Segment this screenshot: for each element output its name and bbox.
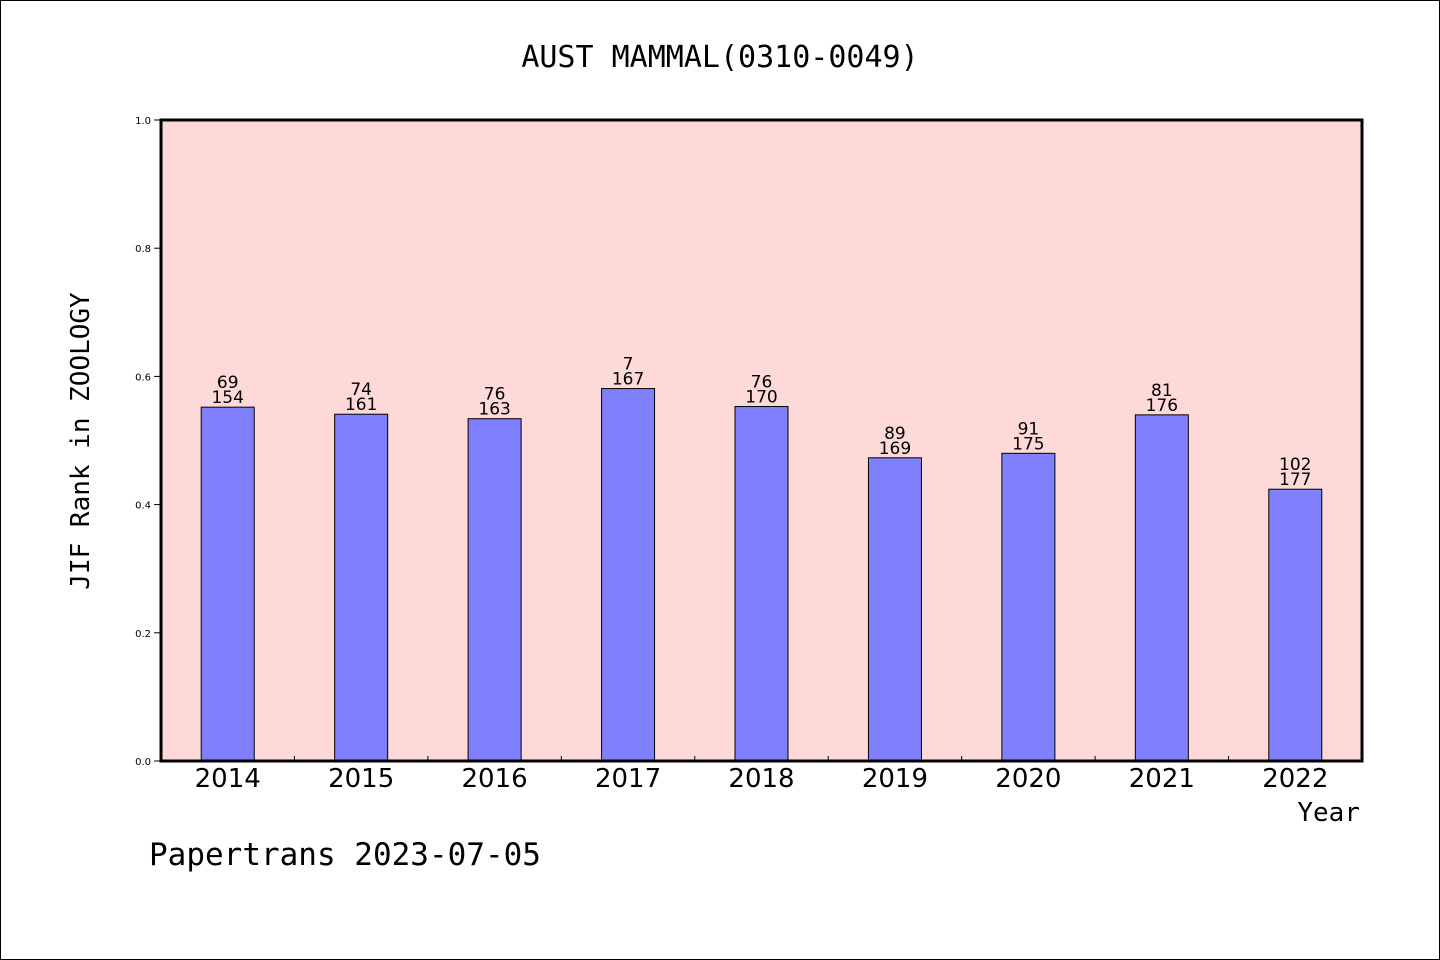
x-tick-label: 2016 bbox=[462, 764, 528, 794]
bar-2019 bbox=[867, 457, 922, 762]
total-label: 154 bbox=[211, 388, 243, 408]
rank-label: 81 bbox=[1151, 381, 1173, 401]
y-axis: 0.0 0.2 0.4 0.6 0.8 1.0 bbox=[135, 116, 161, 768]
rank-label: 74 bbox=[350, 380, 372, 400]
bar-2015 bbox=[334, 413, 389, 762]
total-label: 169 bbox=[879, 439, 911, 459]
x-tick-label: 2014 bbox=[195, 764, 261, 794]
rank-label: 7 bbox=[623, 355, 634, 375]
bar-2014 bbox=[200, 406, 255, 762]
x-tick-label: 2019 bbox=[862, 764, 928, 794]
bar-2016 bbox=[467, 418, 522, 762]
rank-label: 69 bbox=[217, 373, 239, 393]
rank-label: 76 bbox=[751, 373, 773, 393]
y-tick-label: 0.2 bbox=[135, 629, 151, 640]
bar-2020 bbox=[1001, 452, 1056, 762]
bar-2017 bbox=[601, 388, 656, 762]
x-tick-label: 2022 bbox=[1262, 764, 1328, 794]
y-tick-label: 1.0 bbox=[135, 116, 151, 127]
x-axis: 2014 2015 2016 2017 2018 2019 2020 2021 2022 bbox=[195, 756, 1328, 794]
total-label: 175 bbox=[1012, 434, 1044, 454]
x-tick-label: 2017 bbox=[595, 764, 661, 794]
x-tick-label: 2020 bbox=[995, 764, 1061, 794]
footer-text: Papertrans 2023-07-05 bbox=[149, 837, 541, 873]
x-tick-label: 2018 bbox=[728, 764, 794, 794]
total-label: 170 bbox=[745, 388, 777, 408]
total-label: 177 bbox=[1279, 470, 1311, 490]
total-label: 161 bbox=[345, 395, 377, 415]
chart-title: AUST MAMMAL(0310-0049) bbox=[521, 40, 918, 75]
y-axis-label: JIF Rank in ZOOLOGY bbox=[66, 292, 96, 590]
bar-2021 bbox=[1134, 414, 1189, 762]
bar-2022 bbox=[1268, 488, 1323, 762]
y-tick-label: 0.0 bbox=[135, 757, 151, 768]
rank-label: 89 bbox=[884, 424, 906, 444]
y-tick-label: 0.4 bbox=[135, 501, 151, 512]
rank-label: 102 bbox=[1279, 455, 1311, 475]
total-label: 167 bbox=[612, 370, 644, 390]
bar-2018 bbox=[734, 406, 789, 762]
x-axis-label: Year bbox=[1297, 798, 1360, 828]
y-tick-label: 0.6 bbox=[135, 372, 151, 383]
plot-border bbox=[159, 118, 1364, 763]
x-tick-label: 2021 bbox=[1129, 764, 1195, 794]
total-label: 176 bbox=[1146, 396, 1178, 416]
total-label: 163 bbox=[478, 400, 510, 420]
x-tick-label: 2015 bbox=[328, 764, 394, 794]
rank-label: 91 bbox=[1018, 419, 1040, 439]
rank-label: 76 bbox=[484, 385, 506, 405]
y-tick-label: 0.8 bbox=[135, 244, 151, 255]
